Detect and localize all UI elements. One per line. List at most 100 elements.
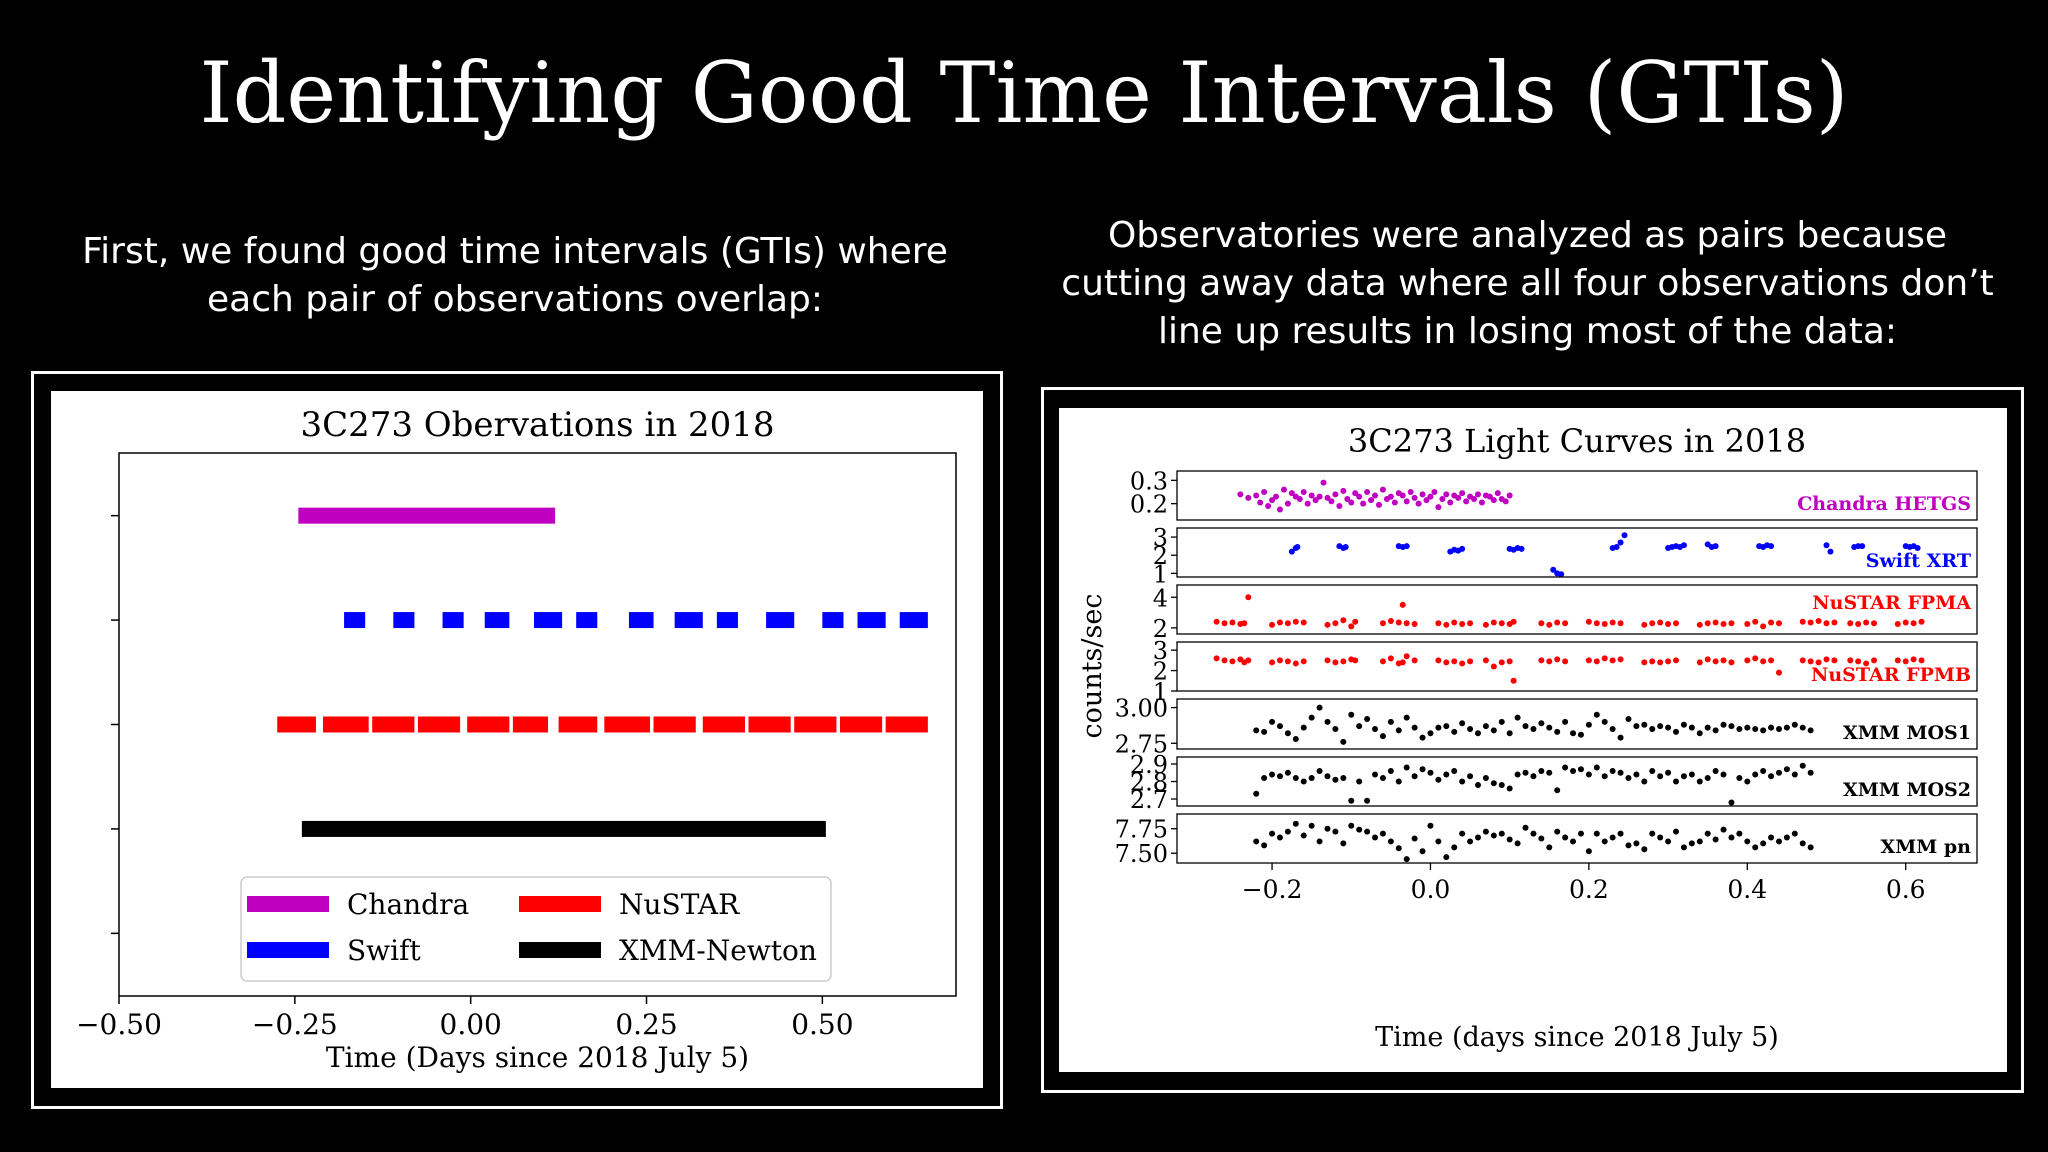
x-tick-label: −0.50 xyxy=(76,1008,162,1041)
data-point-xmm-mos2 xyxy=(1736,775,1743,781)
data-point-xmm-mos1 xyxy=(1799,724,1806,731)
legend-label: XMM-Newton xyxy=(619,934,817,967)
data-point-nustar-fpma xyxy=(1213,618,1220,625)
legend-swatch xyxy=(247,896,329,912)
data-point-xmm-pn xyxy=(1427,822,1434,829)
data-point-xmm-mos2 xyxy=(1696,778,1703,785)
data-point-xmm-mos1 xyxy=(1467,726,1474,732)
data-point-xmm-mos1 xyxy=(1435,724,1442,731)
data-point-nustar-fpma xyxy=(1403,620,1410,627)
panel-frame-xmm-mos1 xyxy=(1176,698,1978,750)
data-point-chandra-hetgs xyxy=(1463,498,1470,505)
data-point-xmm-mos2 xyxy=(1720,771,1727,778)
data-point-chandra-hetgs xyxy=(1494,490,1501,497)
legend-label: Chandra xyxy=(347,888,469,921)
data-point-chandra-hetgs xyxy=(1276,506,1283,513)
data-point-nustar-fpmb xyxy=(1799,657,1806,664)
data-point-nustar-fpma xyxy=(1649,620,1656,627)
data-point-nustar-fpma xyxy=(1641,621,1648,628)
data-point-nustar-fpma xyxy=(1269,621,1276,628)
data-point-xmm-mos2 xyxy=(1514,771,1521,778)
data-point-xmm-pn xyxy=(1657,834,1664,841)
panel-label-xmm-mos1: XMM MOS1 xyxy=(1843,722,1971,744)
data-point-nustar-fpma xyxy=(1352,618,1359,625)
data-point-nustar-fpma xyxy=(1451,619,1458,626)
data-point-nustar-fpmb xyxy=(1601,655,1608,662)
panel-frame-nustar-fpmb xyxy=(1176,641,1978,692)
data-point-chandra-hetgs xyxy=(1312,497,1319,504)
data-point-chandra-hetgs xyxy=(1360,500,1367,507)
x-axis-label: Time (days since 2018 July 5) xyxy=(1375,1022,1779,1053)
left-caption-line: each pair of observations overlap: xyxy=(207,279,823,320)
data-point-nustar-fpma xyxy=(1546,621,1553,628)
data-point-xmm-pn xyxy=(1530,830,1537,837)
data-point-xmm-pn xyxy=(1379,830,1386,837)
data-point-chandra-hetgs xyxy=(1324,494,1331,501)
data-point-xmm-mos1 xyxy=(1316,704,1323,711)
slide-title: Identifying Good Time Intervals (GTIs) xyxy=(199,44,1849,142)
data-point-nustar-fpmb xyxy=(1403,653,1410,660)
data-point-swift-xrt xyxy=(1621,532,1628,539)
data-point-xmm-mos1 xyxy=(1760,727,1767,734)
data-point-nustar-fpma xyxy=(1902,619,1909,626)
data-point-xmm-mos2 xyxy=(1546,769,1553,776)
data-point-xmm-pn xyxy=(1292,820,1299,827)
interval-bar-nustar xyxy=(372,716,415,733)
data-point-xmm-pn xyxy=(1419,848,1426,855)
data-point-xmm-mos2 xyxy=(1791,771,1798,778)
data-point-chandra-hetgs xyxy=(1502,498,1509,505)
data-point-nustar-fpmb xyxy=(1815,659,1822,666)
x-tick-label: 0.50 xyxy=(791,1008,853,1041)
data-point-xmm-mos2 xyxy=(1562,764,1569,771)
data-point-xmm-pn xyxy=(1506,836,1513,843)
data-point-xmm-mos2 xyxy=(1570,768,1577,774)
data-point-xmm-mos1 xyxy=(1300,724,1307,731)
data-point-swift-xrt xyxy=(1827,548,1834,555)
data-point-nustar-fpmb xyxy=(1482,657,1489,664)
x-tick-label: 0.0 xyxy=(1411,875,1451,904)
data-point-xmm-mos1 xyxy=(1783,724,1790,731)
data-point-swift-xrt xyxy=(1617,539,1624,546)
data-point-xmm-mos1 xyxy=(1601,718,1608,725)
panel-label-xmm-mos2: XMM MOS2 xyxy=(1843,779,1971,801)
data-point-chandra-hetgs xyxy=(1288,490,1295,497)
data-point-chandra-hetgs xyxy=(1344,496,1351,502)
data-point-swift-xrt xyxy=(1342,544,1349,551)
data-point-chandra-hetgs xyxy=(1443,491,1450,498)
data-point-nustar-fpma xyxy=(1411,621,1418,628)
data-point-xmm-mos2 xyxy=(1490,780,1497,787)
x-axis-label: Time (Days since 2018 July 5) xyxy=(326,1041,749,1074)
data-point-xmm-pn xyxy=(1514,840,1521,847)
data-point-nustar-fpmb xyxy=(1807,658,1814,665)
interval-bar-swift xyxy=(576,612,598,629)
data-point-xmm-mos2 xyxy=(1411,773,1418,780)
data-point-nustar-fpmb xyxy=(1760,658,1767,665)
data-point-xmm-mos1 xyxy=(1292,736,1299,742)
y-tick-label: 2 xyxy=(1153,658,1168,686)
data-point-xmm-mos1 xyxy=(1522,723,1529,730)
data-point-nustar-fpma xyxy=(1229,619,1236,626)
data-point-xmm-mos2 xyxy=(1760,768,1767,774)
data-point-xmm-pn xyxy=(1451,844,1458,851)
data-point-xmm-mos1 xyxy=(1585,721,1592,728)
y-tick-label: 3 xyxy=(1153,637,1168,665)
data-point-xmm-pn xyxy=(1522,824,1529,831)
data-point-xmm-mos2 xyxy=(1379,775,1386,781)
data-point-nustar-fpma xyxy=(1807,619,1814,626)
data-point-nustar-fpmb xyxy=(1332,659,1339,666)
data-point-nustar-fpmb xyxy=(1855,658,1862,665)
data-point-xmm-mos2 xyxy=(1419,766,1426,773)
data-point-nustar-fpmb xyxy=(1609,657,1616,664)
data-point-xmm-mos2 xyxy=(1435,776,1442,783)
data-point-xmm-pn xyxy=(1395,845,1402,852)
data-point-nustar-fpma xyxy=(1768,619,1775,626)
data-point-xmm-pn xyxy=(1783,834,1790,841)
data-point-nustar-fpmb xyxy=(1506,658,1513,665)
data-point-chandra-hetgs xyxy=(1364,489,1371,495)
data-point-nustar-fpma xyxy=(1593,620,1600,627)
data-point-nustar-fpmb xyxy=(1340,658,1347,665)
left-caption: First, we found good time intervals (GTI… xyxy=(60,228,970,324)
data-point-xmm-mos2 xyxy=(1554,787,1561,794)
data-point-chandra-hetgs xyxy=(1253,492,1260,499)
data-point-chandra-hetgs xyxy=(1257,499,1264,506)
